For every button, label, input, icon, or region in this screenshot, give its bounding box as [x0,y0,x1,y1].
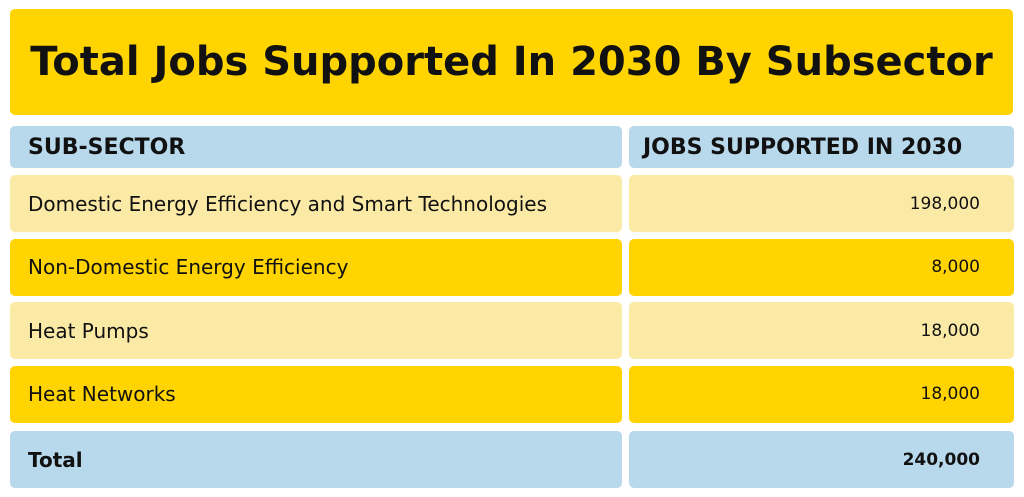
column-header: JOBS SUPPORTED IN 2030 [629,126,1014,168]
column-header: SUB-SECTOR [10,126,622,168]
row-value: 18,000 [629,302,1014,359]
row-value: 198,000 [629,175,1014,232]
total-value: 240,000 [629,431,1014,488]
total-label: Total [10,431,622,488]
row-label: Heat Pumps [10,302,622,359]
row-label: Heat Networks [10,365,622,423]
row-value: 18,000 [629,365,1014,423]
row-value: 8,000 [629,238,1014,296]
title: Total Jobs Supported In 2030 By Subsecto… [10,9,1013,115]
row-label: Domestic Energy Efficiency and Smart Tec… [10,175,622,232]
row-label: Non-Domestic Energy Efficiency [10,238,622,296]
